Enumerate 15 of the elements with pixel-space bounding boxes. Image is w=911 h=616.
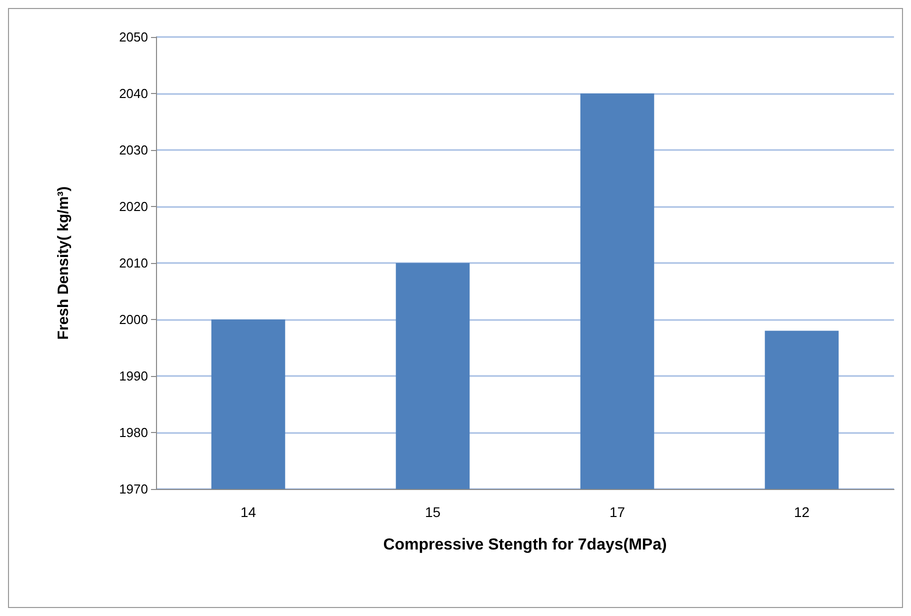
- y-tick-label: 2040: [119, 86, 148, 101]
- x-tick-label: 14: [240, 504, 256, 520]
- y-tick-label: 1990: [119, 368, 148, 384]
- x-tick-label: 12: [794, 504, 810, 520]
- y-tick-label: 2010: [119, 256, 148, 270]
- y-tick-label: 2000: [119, 312, 148, 327]
- y-tick-label: 2020: [119, 199, 148, 214]
- y-tick-label: 1980: [119, 425, 148, 440]
- x-axis-title: Compressive Stength for 7days(MPa): [383, 536, 667, 554]
- y-axis-title: Fresh Density( kg/m³): [55, 186, 72, 340]
- x-tick-label: 15: [424, 504, 441, 520]
- y-tick-label: 2030: [119, 142, 148, 158]
- x-tick-label: 17: [609, 504, 626, 520]
- y-tick-label: 1970: [119, 482, 148, 496]
- y-tick-label: 2050: [119, 30, 148, 44]
